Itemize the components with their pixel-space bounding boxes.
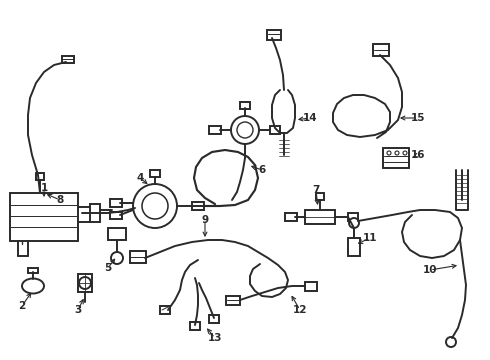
Circle shape bbox=[446, 337, 456, 347]
Bar bbox=[267, 30, 281, 40]
Bar bbox=[383, 148, 409, 168]
Circle shape bbox=[231, 116, 259, 144]
Text: 6: 6 bbox=[258, 165, 266, 175]
Text: 1: 1 bbox=[40, 183, 48, 193]
Text: 13: 13 bbox=[208, 333, 222, 343]
Bar bbox=[270, 126, 280, 134]
Circle shape bbox=[133, 184, 177, 228]
Bar bbox=[348, 238, 360, 256]
Circle shape bbox=[403, 151, 407, 155]
Bar bbox=[28, 268, 38, 273]
Circle shape bbox=[387, 151, 391, 155]
Text: 16: 16 bbox=[411, 150, 425, 160]
Text: 4: 4 bbox=[136, 173, 144, 183]
Bar bbox=[78, 274, 92, 292]
Bar bbox=[240, 102, 250, 109]
Bar bbox=[108, 228, 126, 240]
Bar bbox=[90, 204, 100, 222]
Bar bbox=[190, 322, 200, 330]
Text: 8: 8 bbox=[56, 195, 64, 205]
Bar bbox=[305, 282, 317, 291]
Bar bbox=[110, 212, 122, 219]
Text: 7: 7 bbox=[312, 185, 319, 195]
Bar bbox=[209, 126, 221, 134]
Text: 11: 11 bbox=[363, 233, 377, 243]
Circle shape bbox=[395, 151, 399, 155]
Bar bbox=[209, 315, 219, 323]
Bar bbox=[226, 296, 240, 305]
Text: 5: 5 bbox=[104, 263, 112, 273]
Bar bbox=[150, 170, 160, 177]
Bar bbox=[285, 213, 297, 221]
Bar bbox=[305, 210, 335, 224]
Bar bbox=[160, 306, 170, 314]
Bar bbox=[10, 193, 78, 241]
Bar bbox=[36, 173, 44, 180]
Bar bbox=[110, 199, 122, 207]
Circle shape bbox=[111, 252, 123, 264]
Circle shape bbox=[142, 193, 168, 219]
Bar bbox=[192, 202, 204, 210]
Text: 10: 10 bbox=[423, 265, 437, 275]
Circle shape bbox=[349, 218, 359, 228]
Ellipse shape bbox=[22, 279, 44, 293]
Circle shape bbox=[237, 122, 253, 138]
Bar bbox=[62, 56, 74, 63]
Text: 2: 2 bbox=[19, 301, 25, 311]
Circle shape bbox=[79, 277, 91, 289]
Text: 15: 15 bbox=[411, 113, 425, 123]
Text: 9: 9 bbox=[201, 215, 209, 225]
Bar bbox=[316, 193, 324, 200]
Text: 14: 14 bbox=[303, 113, 318, 123]
Text: 12: 12 bbox=[293, 305, 307, 315]
Bar bbox=[130, 251, 146, 263]
Bar bbox=[373, 44, 389, 56]
Text: 3: 3 bbox=[74, 305, 82, 315]
Bar bbox=[348, 213, 358, 221]
